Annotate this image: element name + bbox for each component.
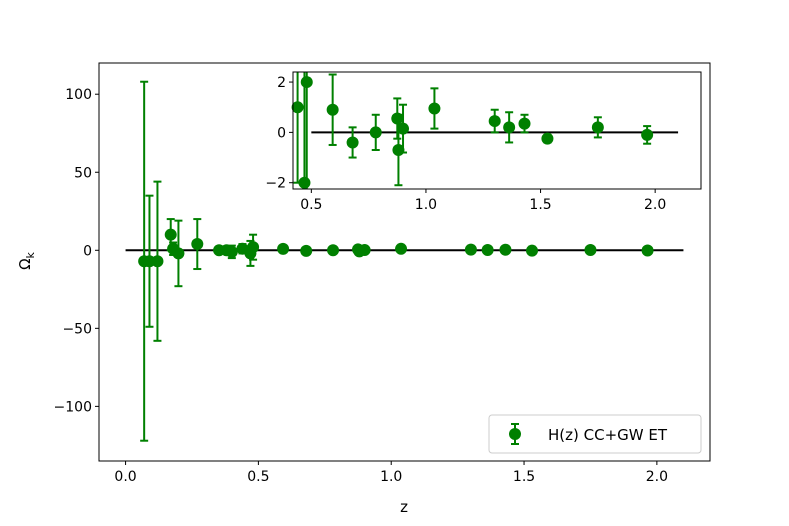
main-marker [191,238,204,251]
main-marker [641,244,654,257]
inset-panel: 0.5 1.0 1.5 2.0 −2 0 2 [265,71,702,213]
main-x-tick-label: 0.5 [247,469,269,485]
main-y-tick-label: −50 [62,321,92,337]
inset-marker [397,122,410,135]
main-marker [172,247,185,260]
main-data-point [300,244,313,257]
main-data-point [641,244,654,257]
main-marker [358,244,371,257]
main-x-tick-label: 2.0 [646,469,668,485]
main-data-point [327,244,340,257]
inset-marker [346,136,359,149]
main-marker [327,244,340,257]
main-y-tick-label: 0 [83,243,92,259]
inset-marker [369,126,382,139]
inset-y-tick-label: −2 [265,176,286,192]
main-y-tick-label: 100 [65,87,92,103]
main-marker [164,228,177,241]
inset-marker [488,115,501,128]
inset-x-tick-label: 1.5 [529,197,551,213]
inset-data-point [488,108,501,134]
inset-data-point [428,87,441,130]
main-frame [98,62,711,462]
inset-marker [591,121,604,134]
y-axis-label-subscript: k [24,251,37,258]
main-data-point [247,233,260,261]
y-axis-label: Ωk [16,251,37,269]
main-data-point [395,242,408,255]
main-marker [481,243,494,256]
inset-marker [291,101,304,114]
inset-marker [326,103,339,116]
inset-marker [298,176,311,189]
main-marker [225,245,238,258]
inset-data-point [591,116,604,139]
main-marker [499,243,512,256]
inset-marker [503,121,516,134]
main-data-point [464,243,477,256]
legend-frame [488,414,702,454]
inset-data-point [369,113,382,151]
main-x-tick-label: 0.0 [114,469,136,485]
main-panel: 0.0 0.5 1.0 1.5 2.0 −100 −50 0 50 100 [54,62,711,485]
inset-data-point [541,132,554,145]
main-marker [395,242,408,255]
inset-y-tick-label: 2 [277,75,286,91]
inset-marker [518,117,531,130]
inset-marker [641,128,654,141]
inset-frame [292,71,702,190]
main-data-point [481,243,494,256]
inset-x-tick-label: 0.5 [300,197,322,213]
main-data-point [499,243,512,256]
inset-data-point [641,125,654,145]
inset-data-point [291,72,304,184]
main-marker [526,244,539,257]
main-x-tick-label: 1.5 [513,469,535,485]
main-data-point [526,244,539,257]
legend-marker [509,423,521,445]
legend: H(z) CC+GW ET [488,414,702,454]
inset-marker [541,132,554,145]
inset-y-tick-label: 0 [277,125,286,141]
inset-data-point [518,113,531,134]
legend-label: H(z) CC+GW ET [548,426,668,444]
main-data-point [151,180,164,342]
main-marker [584,243,597,256]
main-marker [464,243,477,256]
inset-data-point [300,72,313,189]
main-marker [247,241,260,254]
main-marker [151,255,164,268]
inset-x-tick-label: 2.0 [644,197,666,213]
main-data-point [191,218,204,271]
main-data-point [277,242,290,255]
main-marker [277,242,290,255]
main-data-point [172,219,185,288]
main-marker [300,244,313,257]
inset-data-point [346,126,359,159]
inset-marker [428,102,441,115]
inset-data-point [503,111,516,144]
inset-data-point [397,103,410,154]
main-y-tick-label: 50 [74,165,92,181]
inset-x-tick-label: 1.0 [415,197,437,213]
main-data-point [225,244,238,260]
main-y-tick-label: −100 [54,399,92,415]
main-data-point [358,244,371,257]
main-x-tick-label: 1.0 [380,469,402,485]
y-axis-label-main: Ω [16,258,34,269]
x-axis-label: z [400,498,408,516]
inset-background [293,72,701,189]
inset-marker [300,76,313,89]
main-data-point [584,243,597,256]
inset-data-point [326,73,339,146]
